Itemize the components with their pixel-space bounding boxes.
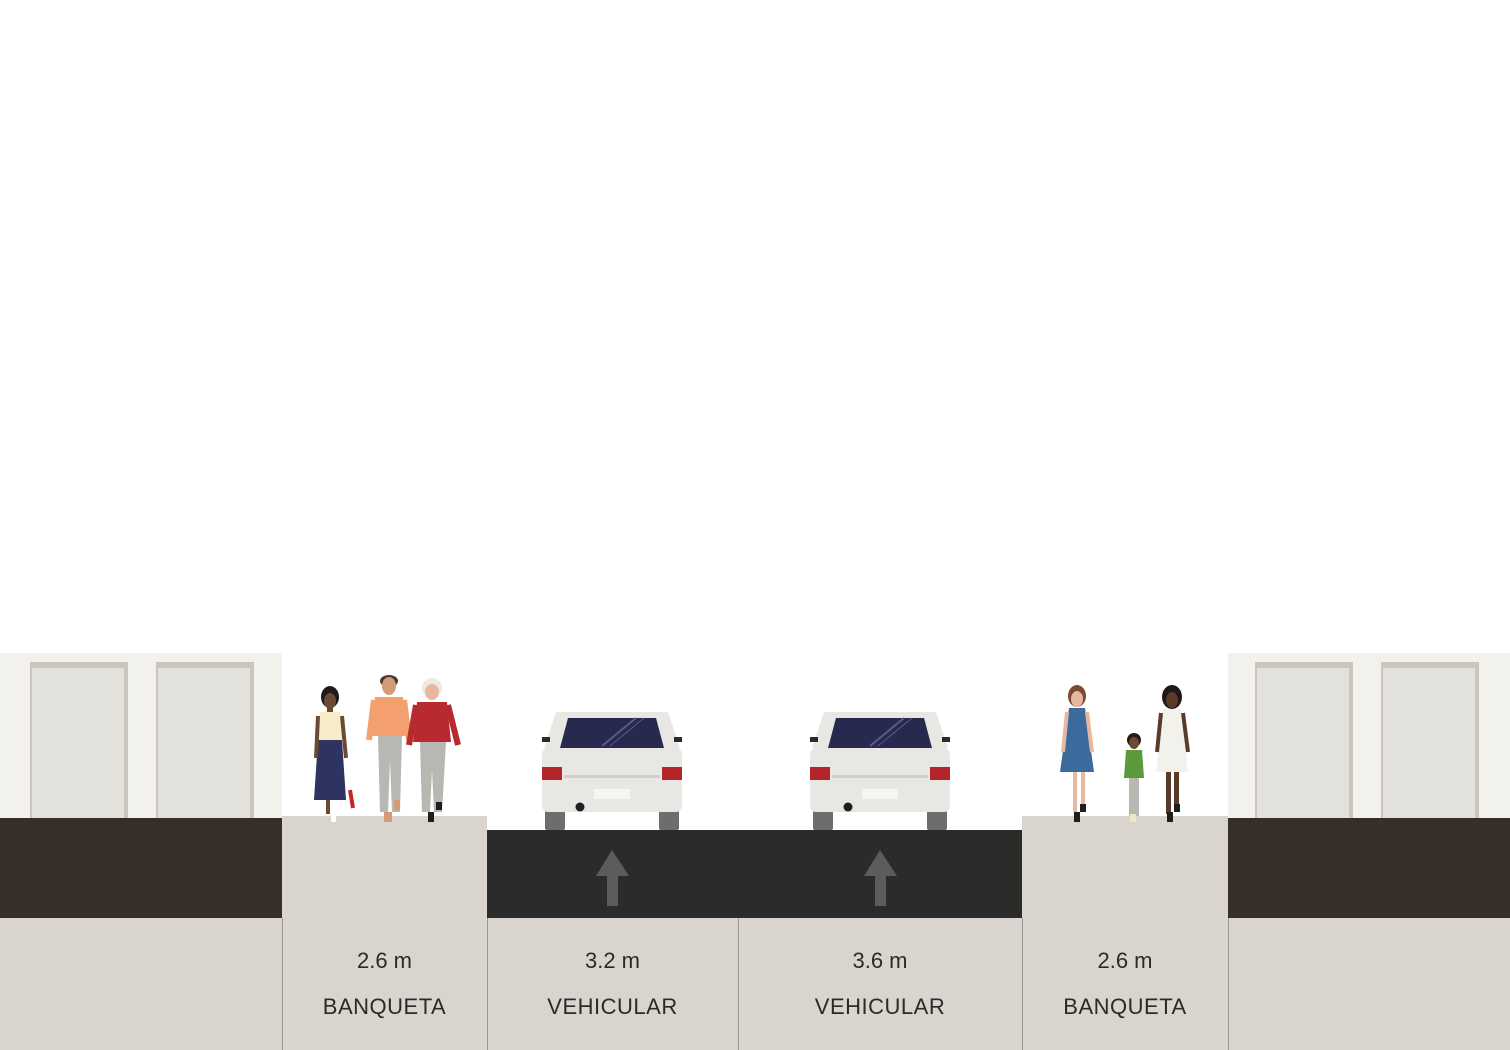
segment-name-lane-2: VEHICULAR <box>814 994 946 1019</box>
building-icon <box>1228 653 1510 918</box>
segment-divider <box>487 918 488 1050</box>
pedestrian-icon <box>314 686 355 822</box>
arrow-up-icon <box>864 850 897 906</box>
road <box>487 830 1022 918</box>
segment-width-lane-2: 3.6 m <box>852 948 908 973</box>
segment-width-sidewalk-right: 2.6 m <box>1097 948 1153 973</box>
segment-divider <box>1228 918 1229 1050</box>
segment-name-sidewalk-right: BANQUETA <box>1063 994 1187 1019</box>
pedestrian-icon <box>366 675 412 822</box>
arrow-up-icon <box>596 850 629 906</box>
pedestrian-icon <box>406 678 461 822</box>
segment-name-sidewalk-left: BANQUETA <box>322 994 447 1019</box>
sidewalk-right <box>1022 816 1228 918</box>
segment-divider <box>282 918 283 1050</box>
car-icon <box>542 712 682 830</box>
car-icon <box>810 712 950 830</box>
building-icon <box>0 653 282 918</box>
sidewalk-left <box>282 816 487 918</box>
segment-width-sidewalk-left: 2.6 m <box>356 948 413 973</box>
segment-width-lane-1: 3.2 m <box>584 948 641 973</box>
segment-divider <box>738 918 739 1050</box>
segment-name-lane-1: VEHICULAR <box>547 994 678 1019</box>
pedestrian-icon <box>1155 685 1190 822</box>
label-band <box>0 918 1510 1050</box>
pedestrian-icon <box>1060 685 1094 822</box>
segment-divider <box>1022 918 1023 1050</box>
pedestrian-icon <box>1124 733 1144 822</box>
